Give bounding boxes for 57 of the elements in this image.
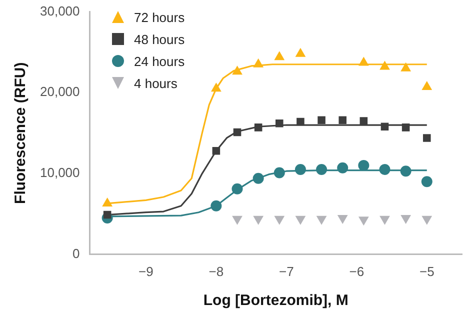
point xyxy=(337,215,348,224)
x-tick-label: −5 xyxy=(419,264,434,279)
point xyxy=(232,216,242,225)
point xyxy=(103,210,112,219)
y-tick-label: 30,000 xyxy=(40,3,80,18)
x-axis-title: Log [Bortezomib], M xyxy=(203,292,348,310)
point xyxy=(232,66,242,75)
point xyxy=(254,124,262,132)
legend-label: 24 hours xyxy=(134,54,185,68)
x-tick-label: −6 xyxy=(349,264,364,279)
point xyxy=(380,60,390,70)
point xyxy=(274,216,285,225)
point xyxy=(316,216,327,225)
point xyxy=(421,176,432,188)
point xyxy=(379,164,390,175)
point xyxy=(232,183,243,194)
point xyxy=(422,216,432,225)
point xyxy=(318,116,326,124)
point xyxy=(253,216,264,225)
point xyxy=(402,124,410,132)
point xyxy=(316,164,328,175)
point xyxy=(338,116,346,124)
y-tick-label: 20,000 xyxy=(40,84,80,100)
point xyxy=(210,82,222,92)
point xyxy=(422,81,432,90)
point xyxy=(400,166,412,177)
point xyxy=(252,172,264,184)
point xyxy=(295,216,306,225)
point xyxy=(212,147,220,155)
point xyxy=(274,167,285,178)
point xyxy=(233,128,242,136)
point xyxy=(294,164,306,175)
point xyxy=(296,118,304,126)
x-tick-label: −8 xyxy=(208,264,224,279)
x-tick-label: −7 xyxy=(279,264,294,279)
point xyxy=(400,215,412,224)
point xyxy=(422,134,431,142)
point xyxy=(380,216,390,225)
point xyxy=(380,122,389,131)
x-tick-label: −9 xyxy=(138,264,154,279)
point xyxy=(253,58,264,68)
point xyxy=(358,56,369,66)
y-tick-label: 10,000 xyxy=(40,165,80,180)
legend-label: 72 hours xyxy=(134,10,185,24)
legend-label: 48 hours xyxy=(134,32,185,46)
point xyxy=(276,120,284,128)
point xyxy=(337,162,348,174)
point xyxy=(360,117,368,125)
point xyxy=(358,216,369,226)
point xyxy=(274,51,285,60)
point xyxy=(210,200,222,212)
legend-label: 4 hours xyxy=(134,76,178,90)
y-tick-label: 0 xyxy=(72,246,80,261)
point xyxy=(358,160,370,171)
point xyxy=(400,62,412,72)
point xyxy=(295,48,306,57)
y-axis-title: Fluorescence (RFU) xyxy=(12,62,30,204)
